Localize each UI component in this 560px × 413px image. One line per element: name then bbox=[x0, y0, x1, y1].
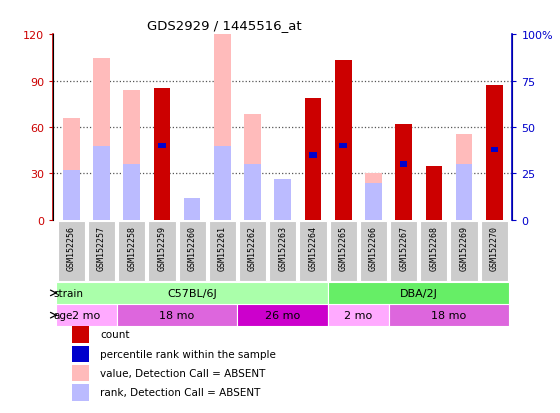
Text: percentile rank within the sample: percentile rank within the sample bbox=[100, 349, 277, 359]
Bar bbox=[72, 327, 89, 343]
Text: GSM152269: GSM152269 bbox=[460, 225, 469, 270]
Text: GSM152264: GSM152264 bbox=[309, 225, 318, 270]
Bar bbox=[244, 115, 261, 220]
Text: age: age bbox=[54, 311, 73, 320]
Bar bbox=[305, 98, 321, 220]
Bar bbox=[456, 165, 473, 220]
FancyBboxPatch shape bbox=[300, 221, 326, 281]
Text: GSM152266: GSM152266 bbox=[369, 225, 378, 270]
Text: GSM152261: GSM152261 bbox=[218, 225, 227, 270]
Bar bbox=[123, 91, 140, 220]
Bar bbox=[72, 346, 89, 362]
Bar bbox=[491, 147, 498, 153]
FancyBboxPatch shape bbox=[148, 221, 175, 281]
Bar bbox=[328, 282, 510, 304]
Bar bbox=[63, 170, 80, 220]
Text: 26 mo: 26 mo bbox=[265, 311, 300, 320]
Bar bbox=[274, 180, 291, 220]
Text: strain: strain bbox=[54, 288, 83, 298]
Bar bbox=[56, 282, 328, 304]
Bar bbox=[365, 174, 382, 220]
Text: DBA/2J: DBA/2J bbox=[400, 288, 438, 298]
Bar bbox=[214, 35, 231, 220]
Bar bbox=[63, 119, 80, 220]
Text: GSM152263: GSM152263 bbox=[278, 225, 287, 270]
FancyBboxPatch shape bbox=[58, 221, 85, 281]
Bar bbox=[365, 183, 382, 220]
Text: GSM152262: GSM152262 bbox=[248, 225, 257, 270]
FancyBboxPatch shape bbox=[88, 221, 115, 281]
Bar bbox=[456, 135, 473, 220]
Text: GSM152267: GSM152267 bbox=[399, 225, 408, 270]
Bar bbox=[339, 144, 347, 149]
Bar bbox=[123, 165, 140, 220]
Text: GSM152259: GSM152259 bbox=[157, 225, 166, 270]
Text: 18 mo: 18 mo bbox=[431, 311, 466, 320]
FancyBboxPatch shape bbox=[269, 221, 296, 281]
FancyBboxPatch shape bbox=[360, 221, 387, 281]
Text: GSM152258: GSM152258 bbox=[127, 225, 136, 270]
Text: C57BL/6J: C57BL/6J bbox=[167, 288, 217, 298]
FancyBboxPatch shape bbox=[209, 221, 236, 281]
Bar bbox=[184, 209, 200, 220]
Bar bbox=[486, 86, 502, 220]
Text: rank, Detection Call = ABSENT: rank, Detection Call = ABSENT bbox=[100, 387, 261, 397]
Bar bbox=[214, 146, 231, 220]
Text: GSM152265: GSM152265 bbox=[339, 225, 348, 270]
FancyBboxPatch shape bbox=[480, 221, 508, 281]
FancyBboxPatch shape bbox=[118, 221, 146, 281]
Text: count: count bbox=[100, 330, 130, 339]
Bar bbox=[184, 198, 200, 220]
Bar bbox=[244, 165, 261, 220]
Bar bbox=[400, 162, 407, 167]
Text: 2 mo: 2 mo bbox=[72, 311, 101, 320]
Text: GSM152256: GSM152256 bbox=[67, 225, 76, 270]
FancyBboxPatch shape bbox=[420, 221, 447, 281]
Text: 18 mo: 18 mo bbox=[160, 311, 195, 320]
Bar bbox=[158, 144, 166, 149]
Bar bbox=[328, 304, 389, 327]
Bar bbox=[389, 304, 510, 327]
Text: GSM152268: GSM152268 bbox=[430, 225, 438, 270]
Bar bbox=[56, 304, 116, 327]
Bar bbox=[93, 146, 110, 220]
Bar bbox=[72, 365, 89, 381]
Bar bbox=[72, 385, 89, 401]
Text: GSM152260: GSM152260 bbox=[188, 225, 197, 270]
Bar bbox=[237, 304, 328, 327]
Bar bbox=[335, 62, 352, 220]
Bar bbox=[153, 89, 170, 220]
Text: value, Detection Call = ABSENT: value, Detection Call = ABSENT bbox=[100, 368, 266, 378]
Text: GDS2929 / 1445516_at: GDS2929 / 1445516_at bbox=[147, 19, 301, 31]
FancyBboxPatch shape bbox=[239, 221, 266, 281]
FancyBboxPatch shape bbox=[330, 221, 357, 281]
FancyBboxPatch shape bbox=[450, 221, 478, 281]
Bar bbox=[426, 166, 442, 220]
Text: 2 mo: 2 mo bbox=[344, 311, 372, 320]
Bar bbox=[395, 125, 412, 220]
Bar bbox=[309, 153, 317, 158]
Bar bbox=[93, 59, 110, 220]
Bar bbox=[116, 304, 237, 327]
Text: GSM152270: GSM152270 bbox=[490, 225, 499, 270]
FancyBboxPatch shape bbox=[179, 221, 206, 281]
Text: GSM152257: GSM152257 bbox=[97, 225, 106, 270]
FancyBboxPatch shape bbox=[390, 221, 417, 281]
